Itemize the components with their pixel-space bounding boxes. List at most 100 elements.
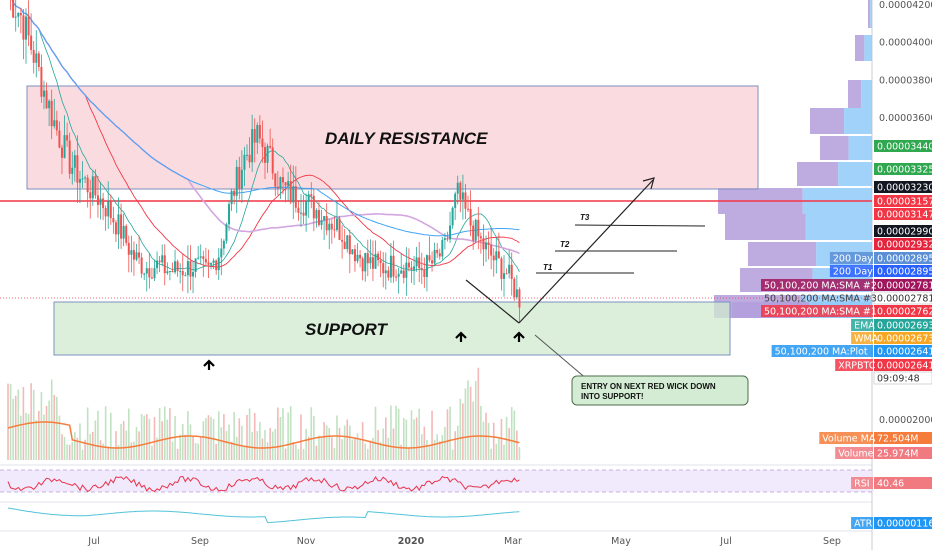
volume-bar (140, 413, 143, 460)
x-tick-label: Sep (191, 536, 209, 547)
candle-body (238, 166, 241, 189)
volume-bar (148, 418, 151, 460)
candle-body (479, 236, 482, 239)
candle-body (181, 271, 184, 276)
volume-bar (197, 443, 199, 460)
volume-profile-bar (820, 136, 849, 160)
volume-bar (310, 407, 313, 460)
callout-line-2: INTO SUPPORT! (581, 392, 644, 401)
time-axis[interactable]: Jul Sep Nov 2020 Mar May Jul Sep (87, 536, 841, 547)
candle-body (346, 235, 349, 250)
candle-body (99, 198, 102, 205)
volume-bar (264, 429, 266, 460)
price-tag (874, 319, 932, 331)
price-tag (874, 517, 932, 529)
volume-bar (27, 413, 30, 460)
price-tag-value: 0.00003157 (877, 197, 932, 208)
price-tag-value: 0.00002895 (877, 267, 932, 278)
candle-body (425, 255, 428, 278)
candle-body (451, 207, 454, 226)
price-axis[interactable]: 0.00004200 0.00004000 0.00003800 0.00003600… (879, 0, 932, 426)
price-tag (874, 477, 932, 489)
volume-profile-bar (870, 0, 872, 28)
candle-body (212, 260, 215, 263)
volume-bar (261, 438, 264, 460)
support-zone[interactable] (53, 301, 731, 356)
candle-body (477, 219, 480, 237)
candle-body (109, 201, 112, 219)
volume-bar (161, 421, 163, 460)
volume-bar (238, 418, 241, 460)
candle-body (441, 239, 444, 257)
volume-bar (151, 445, 153, 460)
volume-bar (125, 430, 128, 460)
volume-bar (158, 408, 161, 460)
volume-bar (384, 417, 387, 460)
candle-body (500, 258, 503, 279)
candle-body (94, 176, 97, 196)
candle-body (307, 194, 310, 202)
candle-body (397, 273, 400, 277)
volume-bar (133, 441, 135, 460)
candle-body (289, 181, 292, 203)
volume-bar (56, 396, 58, 460)
price-tag-value: 0.00002781 (877, 294, 932, 305)
entry-callout[interactable]: ENTRY ON NEXT RED WICK DOWN INTO SUPPORT… (534, 334, 749, 406)
volume-bar (487, 422, 490, 460)
candle-body (281, 177, 284, 183)
volume-bar (510, 407, 513, 460)
candle-body (353, 249, 356, 262)
volume-bar (130, 442, 133, 460)
price-tags: 0.00003440 0.00003325 0.00003230 0.00003157… (761, 140, 932, 530)
price-tag-label: ATR (854, 519, 873, 530)
candle-body (24, 16, 27, 40)
candle-body (418, 257, 421, 269)
volume-bar (302, 448, 305, 460)
price-tag (874, 252, 932, 264)
candle-body (63, 135, 66, 158)
volume-bar (279, 416, 282, 460)
resistance-zone[interactable] (26, 85, 759, 190)
volume-bar (269, 428, 271, 460)
volume-bar (235, 436, 238, 460)
candle-body (186, 261, 189, 276)
candle-body (487, 242, 490, 245)
candle-body (102, 198, 105, 209)
candle-body (230, 190, 233, 205)
volume-profile-bar (810, 108, 845, 134)
moving-average-line (11, 0, 520, 237)
price-tag-label-bg (851, 332, 873, 344)
volume-bar (30, 383, 32, 460)
candle-body (60, 147, 63, 158)
candle-body (163, 255, 166, 274)
volume-bar (477, 367, 480, 460)
volume-bar (361, 422, 364, 460)
candle-body (515, 289, 518, 298)
volume-bar (76, 437, 79, 460)
candle-body (518, 289, 521, 308)
candle-body (114, 222, 117, 235)
volume-bar (410, 410, 413, 460)
moving-average-line (11, 0, 520, 268)
candle-body (299, 212, 302, 214)
volume-bar (287, 412, 289, 460)
candle-body (112, 218, 115, 223)
candle-body (382, 263, 385, 274)
candle-body (184, 275, 187, 277)
candle-body (40, 66, 43, 97)
target-label-t1: T1 (543, 263, 553, 272)
volume-bar (50, 379, 53, 460)
volume-profile-bar (725, 214, 806, 240)
volume-bar (346, 419, 349, 460)
volume-bar (292, 442, 295, 460)
volume-bar (305, 428, 307, 460)
target-lines[interactable]: T1 T2 T3 (536, 213, 706, 274)
candle-body (251, 129, 254, 163)
volume-bar (271, 431, 274, 460)
volume-bar (413, 419, 415, 460)
candle-body (171, 270, 174, 273)
volume-bar (81, 449, 84, 460)
target-label-t3: T3 (580, 213, 590, 222)
volume-bar (356, 433, 359, 460)
